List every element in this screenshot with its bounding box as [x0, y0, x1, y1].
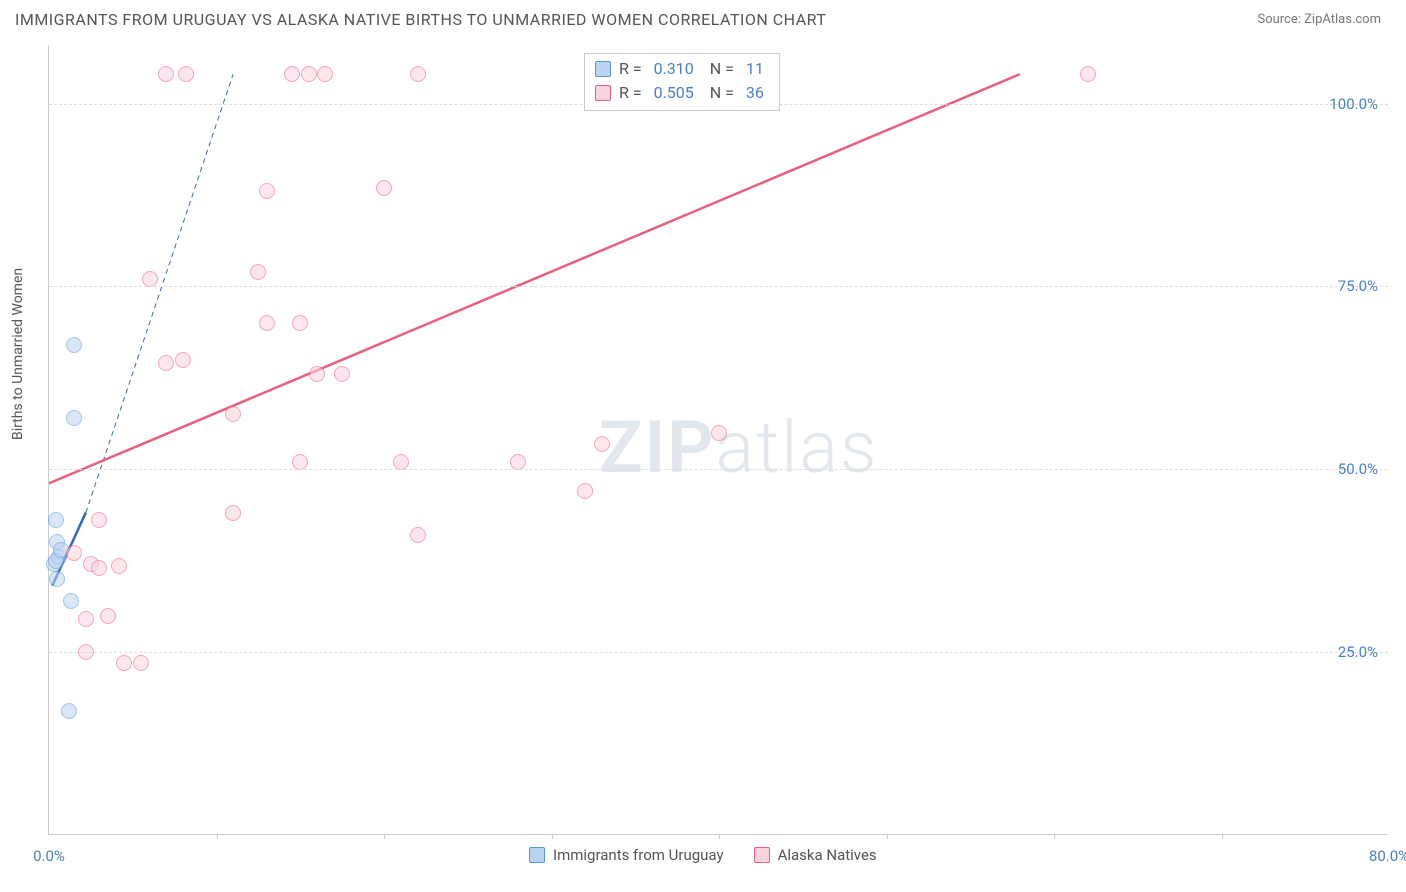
swatch-icon: [595, 61, 611, 77]
data-point: [259, 315, 275, 331]
data-point: [66, 410, 82, 426]
x-tick: [1222, 834, 1223, 839]
data-point: [66, 337, 82, 353]
data-point: [309, 366, 325, 382]
gridline-h: [49, 652, 1388, 653]
data-point: [292, 315, 308, 331]
y-tick-label: 75.0%: [1338, 277, 1378, 295]
data-point: [111, 558, 127, 574]
x-tick: [887, 834, 888, 839]
data-point: [63, 593, 79, 609]
n-label: N =: [702, 57, 738, 81]
legend-series-label: Alaska Natives: [778, 846, 877, 864]
data-point: [61, 703, 77, 719]
legend-series-label: Immigrants from Uruguay: [553, 846, 724, 864]
x-tick-label: 0.0%: [33, 847, 65, 865]
watermark: ZIPatlas: [599, 405, 879, 490]
data-point: [100, 608, 116, 624]
data-point: [78, 611, 94, 627]
y-tick-label: 25.0%: [1338, 643, 1378, 661]
r-value: 0.505: [654, 81, 694, 105]
r-value: 0.310: [654, 57, 694, 81]
gridline-h: [49, 469, 1388, 470]
legend-series-item: Alaska Natives: [754, 846, 877, 864]
y-tick-label: 100.0%: [1329, 95, 1378, 113]
data-point: [66, 545, 82, 561]
header: IMMIGRANTS FROM URUGUAY VS ALASKA NATIVE…: [0, 0, 1406, 37]
swatch-icon: [595, 85, 611, 101]
x-tick: [719, 834, 720, 839]
r-label: R =: [619, 81, 646, 105]
chart-title: IMMIGRANTS FROM URUGUAY VS ALASKA NATIVE…: [15, 10, 826, 29]
data-point: [91, 560, 107, 576]
swatch-icon: [529, 847, 545, 863]
data-point: [393, 454, 409, 470]
data-point: [49, 571, 65, 587]
data-point: [317, 66, 333, 82]
legend-correlation-row: R = 0.310 N = 11: [595, 57, 764, 81]
data-point: [292, 454, 308, 470]
data-point: [410, 527, 426, 543]
data-point: [225, 406, 241, 422]
y-tick-label: 50.0%: [1338, 460, 1378, 478]
data-point: [284, 66, 300, 82]
data-point: [142, 271, 158, 287]
data-point: [510, 454, 526, 470]
legend-series-item: Immigrants from Uruguay: [529, 846, 724, 864]
correlation-legend: R = 0.310 N = 11R = 0.505 N = 36: [584, 53, 780, 111]
x-tick: [1054, 834, 1055, 839]
x-tick-label: 80.0%: [1369, 847, 1406, 865]
data-point: [48, 512, 64, 528]
y-axis-label: Births to Unmarried Women: [10, 268, 26, 440]
data-point: [577, 483, 593, 499]
x-tick: [217, 834, 218, 839]
data-point: [133, 655, 149, 671]
series-legend: Immigrants from Uruguay Alaska Natives: [529, 846, 877, 864]
data-point: [594, 436, 610, 452]
data-point: [250, 264, 266, 280]
r-label: R =: [619, 57, 646, 81]
data-point: [91, 512, 107, 528]
data-point: [116, 655, 132, 671]
data-point: [158, 355, 174, 371]
data-point: [175, 352, 191, 368]
data-point: [301, 66, 317, 82]
x-tick: [384, 834, 385, 839]
data-point: [259, 183, 275, 199]
data-point: [376, 180, 392, 196]
data-point: [410, 66, 426, 82]
data-point: [178, 66, 194, 82]
data-point: [711, 425, 727, 441]
data-point: [334, 366, 350, 382]
data-point: [1080, 66, 1096, 82]
chart-plot-area: ZIPatlas R = 0.310 N = 11R = 0.505 N = 3…: [48, 45, 1388, 835]
data-point: [225, 505, 241, 521]
data-point: [158, 66, 174, 82]
n-label: N =: [702, 81, 738, 105]
gridline-h: [49, 286, 1388, 287]
x-tick: [552, 834, 553, 839]
source-label: Source: ZipAtlas.com: [1257, 12, 1381, 27]
legend-correlation-row: R = 0.505 N = 36: [595, 81, 764, 105]
swatch-icon: [754, 847, 770, 863]
n-value: 11: [746, 57, 764, 81]
n-value: 36: [746, 81, 764, 105]
